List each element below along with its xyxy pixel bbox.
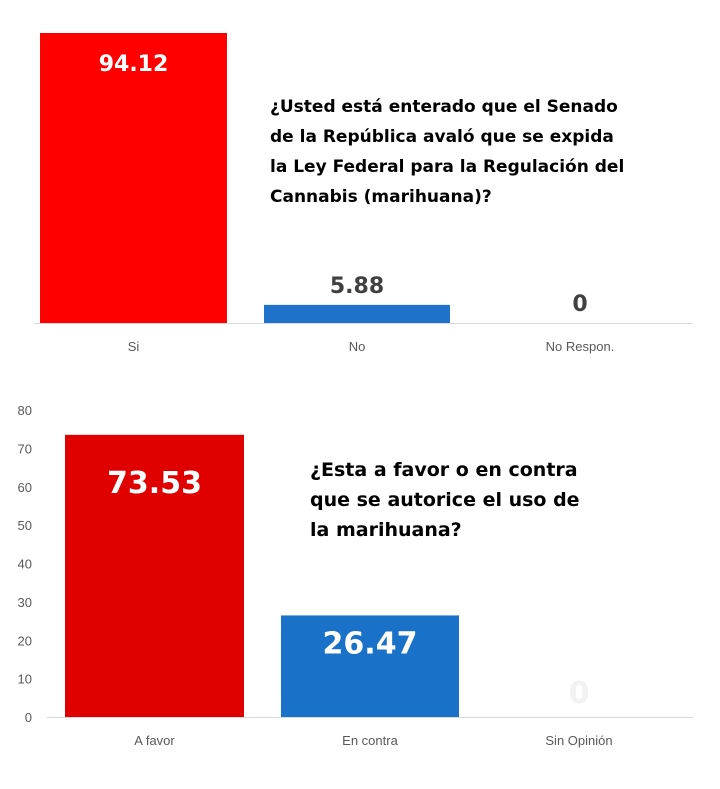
chart2-ytick: 20 <box>18 633 32 648</box>
chart2-value-label: 73.53 <box>107 466 202 501</box>
chart2-ytick: 0 <box>25 710 32 725</box>
chart1-title: ¿Usted está enterado que el Senado de la… <box>270 97 625 207</box>
chart2-bar-0 <box>65 434 244 717</box>
chart2-ytick: 80 <box>18 403 32 418</box>
chart2-category-label: A favor <box>134 733 175 748</box>
chart1-category-label: Si <box>128 339 140 354</box>
chart2-ytick: 50 <box>18 518 32 533</box>
chart1-value-label: 0 <box>572 292 587 317</box>
chart1-bar-0 <box>40 33 227 323</box>
chart2-category-label: En contra <box>342 733 398 748</box>
chart2-ytick: 10 <box>18 672 32 687</box>
chart1-value-label: 5.88 <box>330 274 384 299</box>
chart1-category-label: No <box>349 339 366 354</box>
chart1-value-label: 94.12 <box>99 52 169 77</box>
chart2-bar-1 <box>281 615 459 717</box>
chart1-bar-1 <box>264 304 450 323</box>
chart2-value-label: 26.47 <box>323 626 418 661</box>
chart1-category-label: No Respon. <box>546 339 615 354</box>
chart2-ytick: 70 <box>18 441 32 456</box>
chart2-value-label: 0 <box>569 676 590 711</box>
chart2-title: ¿Esta a favor o en contra que se autoric… <box>310 459 580 541</box>
chart2-category-label: Sin Opinión <box>545 733 612 748</box>
chart2-ytick: 40 <box>18 557 32 572</box>
chart2-ytick: 30 <box>18 595 32 610</box>
chart2-ytick: 60 <box>18 480 32 495</box>
